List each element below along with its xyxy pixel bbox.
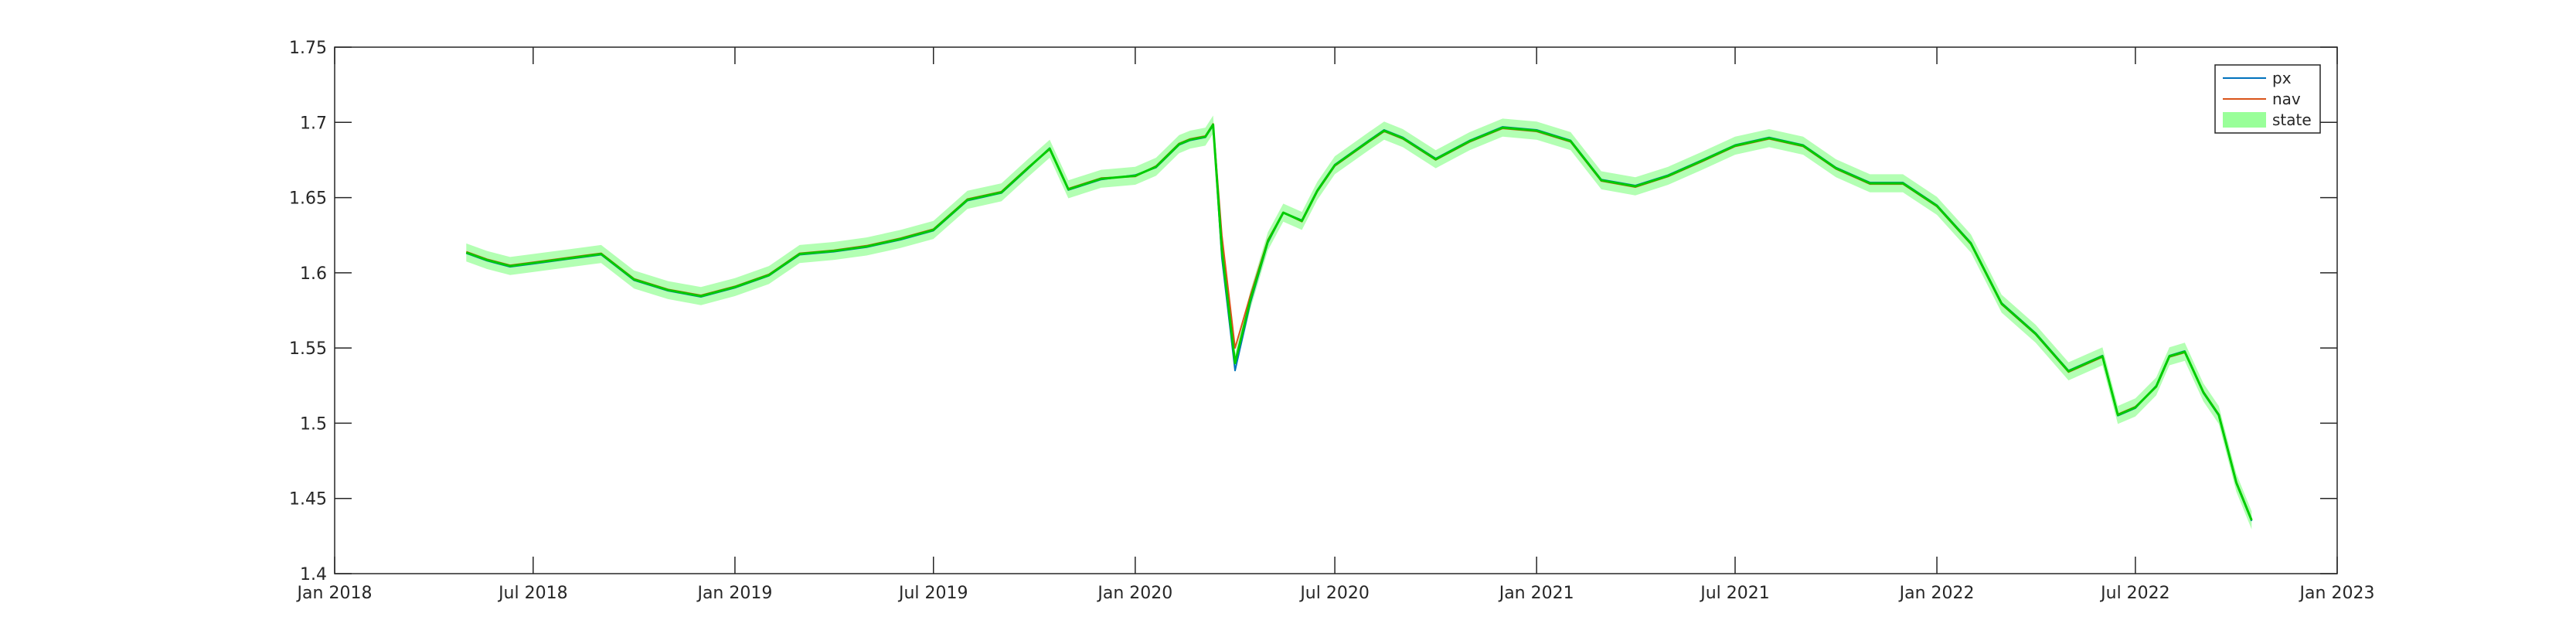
y-tick-label: 1.4: [300, 565, 327, 584]
y-tick-label: 1.55: [289, 339, 327, 359]
y-tick-label: 1.7: [300, 114, 327, 133]
x-tick-label: Jul 2020: [1298, 584, 1370, 603]
x-tick-label: Jan 2022: [1898, 584, 1975, 603]
x-tick-label: Jan 2021: [1498, 584, 1574, 603]
y-tick-label: 1.6: [300, 264, 327, 284]
x-tick-label: Jul 2021: [1699, 584, 1770, 603]
legend-label-px: px: [2272, 69, 2292, 87]
y-tick-label: 1.75: [289, 39, 327, 58]
x-tick-label: Jul 2022: [2099, 584, 2170, 603]
x-tick-label: Jul 2019: [897, 584, 968, 603]
x-tick-label: Jan 2023: [2299, 584, 2375, 603]
legend: px nav state: [2214, 64, 2321, 134]
y-tick-label: 1.65: [289, 189, 327, 209]
x-tick-label: Jan 2018: [296, 584, 373, 603]
y-tick-label: 1.45: [289, 490, 327, 509]
y-tick-label: 1.5: [300, 414, 327, 434]
x-tick-label: Jul 2018: [497, 584, 568, 603]
x-axis-ticks: Jan 2018 Jul 2018 Jan 2019 Jul 2019 Jan 2020…: [296, 47, 2375, 603]
legend-label-state: state: [2272, 111, 2312, 129]
plot-area: Jan 2018 Jul 2018 Jan 2019 Jul 2019 Jan 2020…: [289, 39, 2374, 603]
series-state-line: [465, 123, 2253, 521]
legend-swatch-state: [2223, 112, 2266, 128]
axes-box: [334, 46, 2338, 574]
y-axis-ticks: 1.4 1.45 1.5 1.55 1.6 1.65 1.7 1.75: [289, 39, 2337, 584]
series-layer: [465, 115, 2253, 530]
legend-label-nav: nav: [2272, 90, 2301, 108]
x-tick-label: Jan 2019: [696, 584, 772, 603]
x-tick-label: Jan 2020: [1096, 584, 1172, 603]
